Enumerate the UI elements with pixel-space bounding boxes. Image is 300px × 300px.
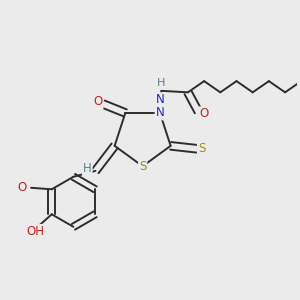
- Text: S: S: [198, 142, 205, 155]
- Text: H: H: [83, 162, 92, 175]
- Text: O: O: [18, 181, 27, 194]
- Text: OH: OH: [26, 225, 44, 238]
- Text: O: O: [199, 107, 208, 120]
- Text: N: N: [156, 106, 164, 119]
- Text: N: N: [156, 93, 165, 106]
- Text: S: S: [139, 160, 146, 173]
- Text: O: O: [93, 95, 103, 108]
- Text: H: H: [157, 79, 166, 88]
